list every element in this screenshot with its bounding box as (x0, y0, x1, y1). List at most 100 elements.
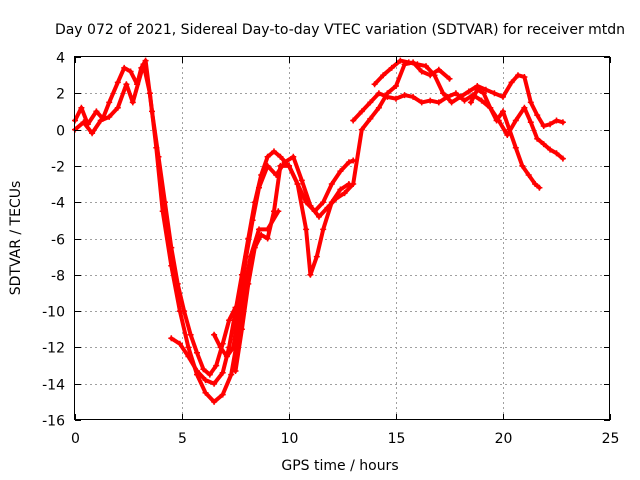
data-point (527, 119, 534, 126)
data-series (350, 90, 566, 162)
data-point (418, 99, 425, 106)
data-point (140, 61, 147, 68)
data-point (512, 144, 519, 151)
data-point (194, 349, 200, 356)
chart-grid (75, 57, 610, 420)
data-point (264, 235, 271, 242)
data-point (534, 135, 541, 142)
data-point (303, 226, 310, 233)
series-line (212, 60, 452, 359)
data-point (532, 181, 539, 187)
data-point (435, 99, 442, 106)
series-line (73, 58, 238, 377)
data-point (508, 79, 515, 86)
data-point (256, 184, 262, 191)
data-point (401, 92, 408, 99)
data-point (153, 144, 160, 151)
data-series (211, 59, 453, 360)
data-point (146, 90, 153, 97)
x-axis-label: GPS time / hours (281, 458, 398, 474)
data-point (410, 93, 417, 100)
y-tick-label: -10 (42, 305, 65, 321)
x-tick-label: 25 (602, 431, 620, 447)
data-point (358, 126, 365, 133)
data-point (236, 299, 243, 305)
data-point (345, 181, 352, 187)
data-point (465, 88, 472, 95)
data-point (226, 317, 233, 324)
x-tick-label: 10 (281, 431, 299, 447)
data-point (375, 90, 382, 97)
data-point (393, 83, 399, 89)
data-point (277, 153, 284, 160)
data-point (480, 90, 487, 97)
data-point (256, 226, 262, 233)
data-point (232, 368, 239, 374)
data-point (176, 340, 183, 347)
data-point (106, 113, 113, 120)
data-point (500, 93, 506, 100)
data-point (427, 97, 434, 104)
x-tick-label: 15 (388, 431, 406, 447)
data-point (307, 271, 314, 278)
data-point (316, 213, 322, 220)
data-point (251, 244, 258, 251)
data-point (515, 72, 521, 79)
data-point (553, 150, 560, 157)
data-point (249, 217, 256, 224)
y-tick-label: -2 (51, 160, 65, 176)
y-tick-label: 4 (56, 51, 65, 67)
data-point (176, 308, 183, 315)
data-point (540, 123, 547, 129)
series-line (169, 149, 356, 386)
data-series (72, 57, 239, 378)
data-point (89, 130, 96, 137)
data-point (461, 97, 468, 104)
data-point (527, 99, 534, 106)
data-point (286, 162, 292, 169)
data-point (519, 162, 526, 169)
data-point (414, 61, 421, 68)
y-tick-label: -8 (51, 269, 65, 285)
data-point (512, 117, 519, 124)
y-tick-label: -6 (51, 233, 65, 249)
data-point (418, 68, 425, 75)
data-point (423, 63, 429, 70)
data-point (159, 208, 166, 215)
data-series-layer (72, 57, 566, 405)
data-point (78, 104, 85, 111)
data-point (93, 108, 100, 115)
data-point (123, 81, 130, 88)
data-point (380, 72, 387, 79)
data-point (294, 181, 301, 187)
x-tick-label: 0 (71, 431, 80, 447)
data-point (540, 141, 547, 148)
data-point (375, 104, 382, 111)
data-point (358, 108, 365, 115)
data-point (448, 99, 455, 106)
data-point (350, 117, 357, 124)
data-point (298, 177, 305, 184)
data-point (547, 121, 554, 128)
data-point (493, 117, 500, 124)
data-point (341, 190, 348, 197)
chart-title: Day 072 of 2021, Sidereal Day-to-day VTE… (55, 22, 625, 38)
data-point (478, 97, 485, 104)
data-point (106, 99, 113, 106)
data-point (405, 59, 412, 66)
data-point (206, 371, 213, 378)
y-tick-label: -16 (42, 414, 65, 430)
data-point (271, 148, 277, 155)
data-point (337, 186, 344, 193)
data-point (320, 199, 327, 206)
y-tick-label: 0 (56, 124, 65, 140)
data-point (142, 57, 149, 64)
data-point (536, 184, 543, 191)
data-point (202, 377, 209, 384)
y-tick-label: 2 (56, 87, 65, 103)
data-point (559, 155, 566, 162)
data-point (211, 331, 218, 338)
data-point (290, 153, 297, 160)
data-point (525, 172, 532, 178)
data-point (388, 64, 395, 71)
